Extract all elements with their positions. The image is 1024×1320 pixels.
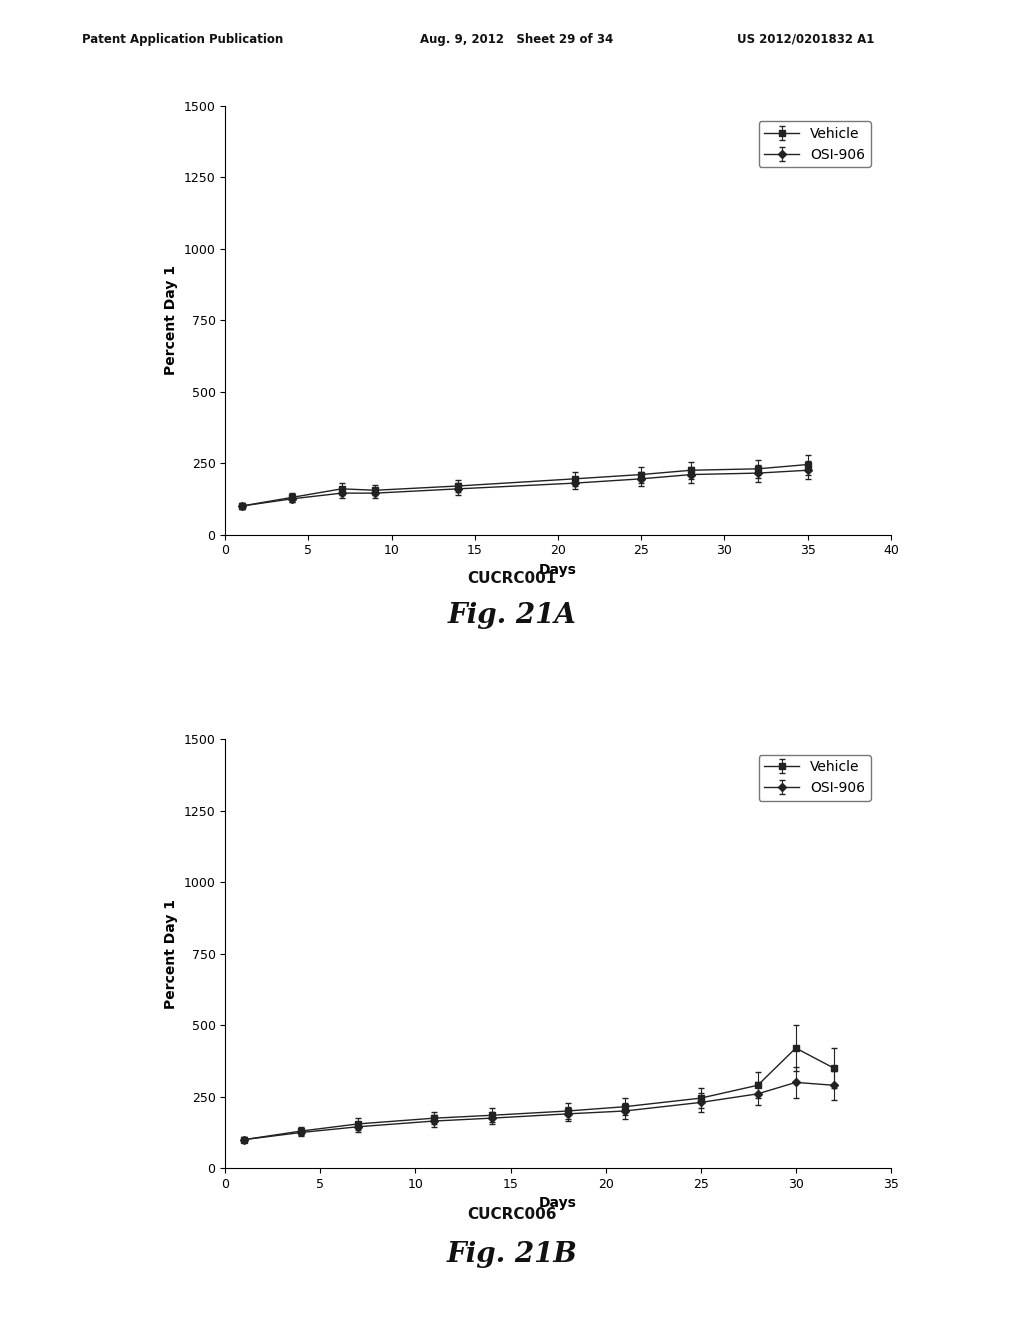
Text: Aug. 9, 2012   Sheet 29 of 34: Aug. 9, 2012 Sheet 29 of 34 <box>420 33 613 46</box>
X-axis label: Days: Days <box>540 1196 577 1210</box>
Text: US 2012/0201832 A1: US 2012/0201832 A1 <box>737 33 874 46</box>
Legend: Vehicle, OSI-906: Vehicle, OSI-906 <box>759 755 870 801</box>
Text: CUCRC006: CUCRC006 <box>467 1206 557 1222</box>
Text: Fig. 21A: Fig. 21A <box>447 602 577 628</box>
Y-axis label: Percent Day 1: Percent Day 1 <box>164 899 178 1008</box>
Text: Fig. 21B: Fig. 21B <box>446 1241 578 1267</box>
Text: CUCRC001: CUCRC001 <box>467 570 557 586</box>
X-axis label: Days: Days <box>540 562 577 577</box>
Text: Patent Application Publication: Patent Application Publication <box>82 33 284 46</box>
Legend: Vehicle, OSI-906: Vehicle, OSI-906 <box>759 121 870 168</box>
Y-axis label: Percent Day 1: Percent Day 1 <box>164 265 178 375</box>
